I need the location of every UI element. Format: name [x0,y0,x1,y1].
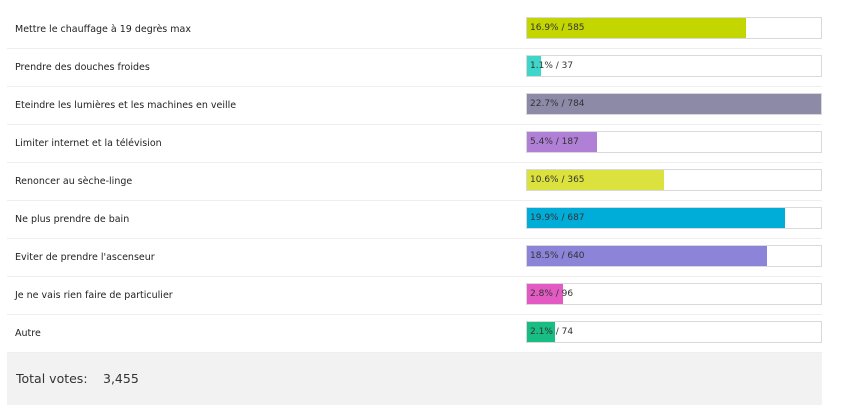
poll-option-row: Je ne vais rien faire de particulier 2.8%… [7,277,822,315]
poll-option-row: Autre 2.1% / 74 [7,315,822,353]
poll-option-label: Je ne vais rien faire de particulier [15,290,173,301]
poll-option-label: Limiter internet et la télévision [15,138,162,149]
poll-option-row: Eteindre les lumières et les machines en… [7,87,822,125]
poll-bar-track: 10.6% / 365 [526,169,822,191]
poll-option-row: Eviter de prendre l'ascenseur 18.5% / 640 [7,239,822,277]
poll-bar-value-label: 16.9% / 585 [530,23,585,33]
poll-bar-track: 18.5% / 640 [526,245,822,267]
poll-option-label: Ne plus prendre de bain [15,214,130,225]
poll-option-row: Prendre des douches froides 1.1% / 37 [7,49,822,87]
poll-option-label: Prendre des douches froides [15,62,150,73]
total-votes-label: Total votes: [16,371,88,386]
poll-bar-value-label: 19.9% / 687 [530,213,585,223]
poll-option-row: Limiter internet et la télévision 5.4% / … [7,125,822,163]
total-votes-value: 3,455 [103,371,139,386]
poll-bar-value-label: 10.6% / 365 [530,175,585,185]
poll-bar [527,284,563,304]
poll-bar [527,56,541,76]
poll-bar-value-label: 5.4% / 187 [530,137,579,147]
poll-bar-track: 2.8% / 96 [526,283,822,305]
poll-option-label: Mettre le chauffage à 19 degrès max [15,24,191,35]
poll-bar [527,94,821,114]
poll-option-label: Eteindre les lumières et les machines en… [15,100,237,111]
poll-bar [527,18,746,38]
poll-bar [527,170,664,190]
poll-option-row: Renoncer au sèche-linge 10.6% / 365 [7,163,822,201]
poll-bar-value-label: 1.1% / 37 [530,61,574,71]
poll-bar-track: 19.9% / 687 [526,207,822,229]
poll-bar [527,208,785,228]
poll-option-label: Eviter de prendre l'ascenseur [15,252,155,263]
poll-bar-value-label: 18.5% / 640 [530,251,585,261]
poll-option-label: Renoncer au sèche-linge [15,176,133,187]
poll-bar-value-label: 2.8% / 96 [530,289,574,299]
poll-bar [527,132,597,152]
poll-bar-value-label: 22.7% / 784 [530,99,585,109]
poll-bar-track: 22.7% / 784 [526,93,822,115]
total-votes-footer: Total votes: 3,455 [7,353,822,405]
poll-bar-track: 16.9% / 585 [526,17,822,39]
poll-bar-track: 5.4% / 187 [526,131,822,153]
poll-bar [527,322,555,342]
poll-bar-value-label: 2.1% / 74 [530,327,574,337]
poll-option-row: Ne plus prendre de bain 19.9% / 687 [7,201,822,239]
poll-bar-track: 2.1% / 74 [526,321,822,343]
poll-option-label: Autre [15,328,41,339]
poll-bar-track: 1.1% / 37 [526,55,822,77]
poll-option-row: Mettre le chauffage à 19 degrès max 16.9%… [7,11,822,49]
poll-bar [527,246,767,266]
